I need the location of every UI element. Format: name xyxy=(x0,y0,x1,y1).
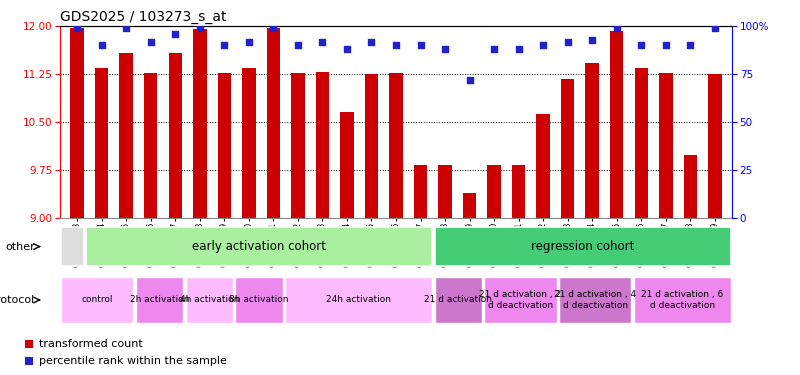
Text: other: other xyxy=(5,242,34,252)
Text: 4h activation: 4h activation xyxy=(180,296,239,304)
Text: 21 d activation , 6
d deactivation: 21 d activation , 6 d deactivation xyxy=(641,290,723,310)
Point xyxy=(562,39,574,45)
Point xyxy=(169,31,182,37)
Point xyxy=(610,25,623,31)
Bar xyxy=(340,112,354,218)
Point xyxy=(659,42,672,48)
Text: 21 d activation , 2
d deactivation: 21 d activation , 2 d deactivation xyxy=(479,290,562,310)
Bar xyxy=(136,277,183,323)
Bar xyxy=(463,193,476,217)
Bar xyxy=(119,53,133,217)
Bar xyxy=(559,277,631,323)
Point xyxy=(120,25,133,31)
Text: percentile rank within the sample: percentile rank within the sample xyxy=(39,356,227,366)
Bar xyxy=(144,73,158,217)
Bar xyxy=(193,29,206,218)
Bar xyxy=(235,277,282,323)
Text: 21 d activation , 4
d deactivation: 21 d activation , 4 d deactivation xyxy=(554,290,636,310)
Point xyxy=(684,42,697,48)
Text: early activation cohort: early activation cohort xyxy=(192,240,326,253)
Point xyxy=(194,25,206,31)
Point xyxy=(390,42,402,48)
Text: 24h activation: 24h activation xyxy=(326,296,391,304)
Bar xyxy=(95,68,109,218)
Point xyxy=(438,46,451,52)
Text: transformed count: transformed count xyxy=(39,339,143,349)
Bar xyxy=(62,227,84,266)
Bar xyxy=(365,74,378,217)
Bar xyxy=(438,165,452,218)
Bar xyxy=(512,165,526,218)
Text: 8h activation: 8h activation xyxy=(230,296,289,304)
Bar xyxy=(390,73,402,217)
Bar xyxy=(487,165,501,218)
Point xyxy=(512,46,525,52)
Bar xyxy=(708,74,722,217)
Bar xyxy=(634,277,730,323)
Text: 21 d activation: 21 d activation xyxy=(424,296,492,304)
Bar xyxy=(434,277,482,323)
Bar xyxy=(291,73,305,217)
Point xyxy=(463,77,476,83)
Point xyxy=(291,42,304,48)
Bar xyxy=(86,227,432,266)
Point xyxy=(316,39,329,45)
Bar xyxy=(169,53,182,217)
Point xyxy=(95,42,108,48)
Bar xyxy=(659,73,673,217)
Bar xyxy=(634,68,648,218)
Bar xyxy=(286,277,432,323)
Bar xyxy=(218,73,231,217)
Text: protocol: protocol xyxy=(0,295,34,305)
Point xyxy=(709,25,722,31)
Point xyxy=(586,37,598,43)
Point xyxy=(341,46,354,52)
Bar xyxy=(70,27,84,218)
Point xyxy=(414,42,427,48)
Bar xyxy=(414,165,427,218)
Point xyxy=(242,39,255,45)
Bar xyxy=(266,28,280,218)
Text: regression cohort: regression cohort xyxy=(531,240,634,253)
Bar xyxy=(484,277,557,323)
Point xyxy=(144,39,157,45)
Point xyxy=(365,39,378,45)
Text: GDS2025 / 103273_s_at: GDS2025 / 103273_s_at xyxy=(60,10,226,24)
Text: 2h activation: 2h activation xyxy=(130,296,190,304)
Bar xyxy=(537,114,550,218)
Bar xyxy=(186,277,233,323)
Point xyxy=(635,42,648,48)
Bar xyxy=(434,227,730,266)
Bar xyxy=(683,155,697,218)
Point xyxy=(537,42,550,48)
Bar xyxy=(586,63,599,217)
Bar xyxy=(62,277,134,323)
Bar xyxy=(610,31,623,217)
Point xyxy=(218,42,230,48)
Bar xyxy=(316,72,329,217)
Point xyxy=(70,25,83,31)
Text: control: control xyxy=(82,296,113,304)
Point xyxy=(267,25,280,31)
Bar xyxy=(242,68,255,218)
Bar xyxy=(561,78,574,218)
Point xyxy=(488,46,501,52)
